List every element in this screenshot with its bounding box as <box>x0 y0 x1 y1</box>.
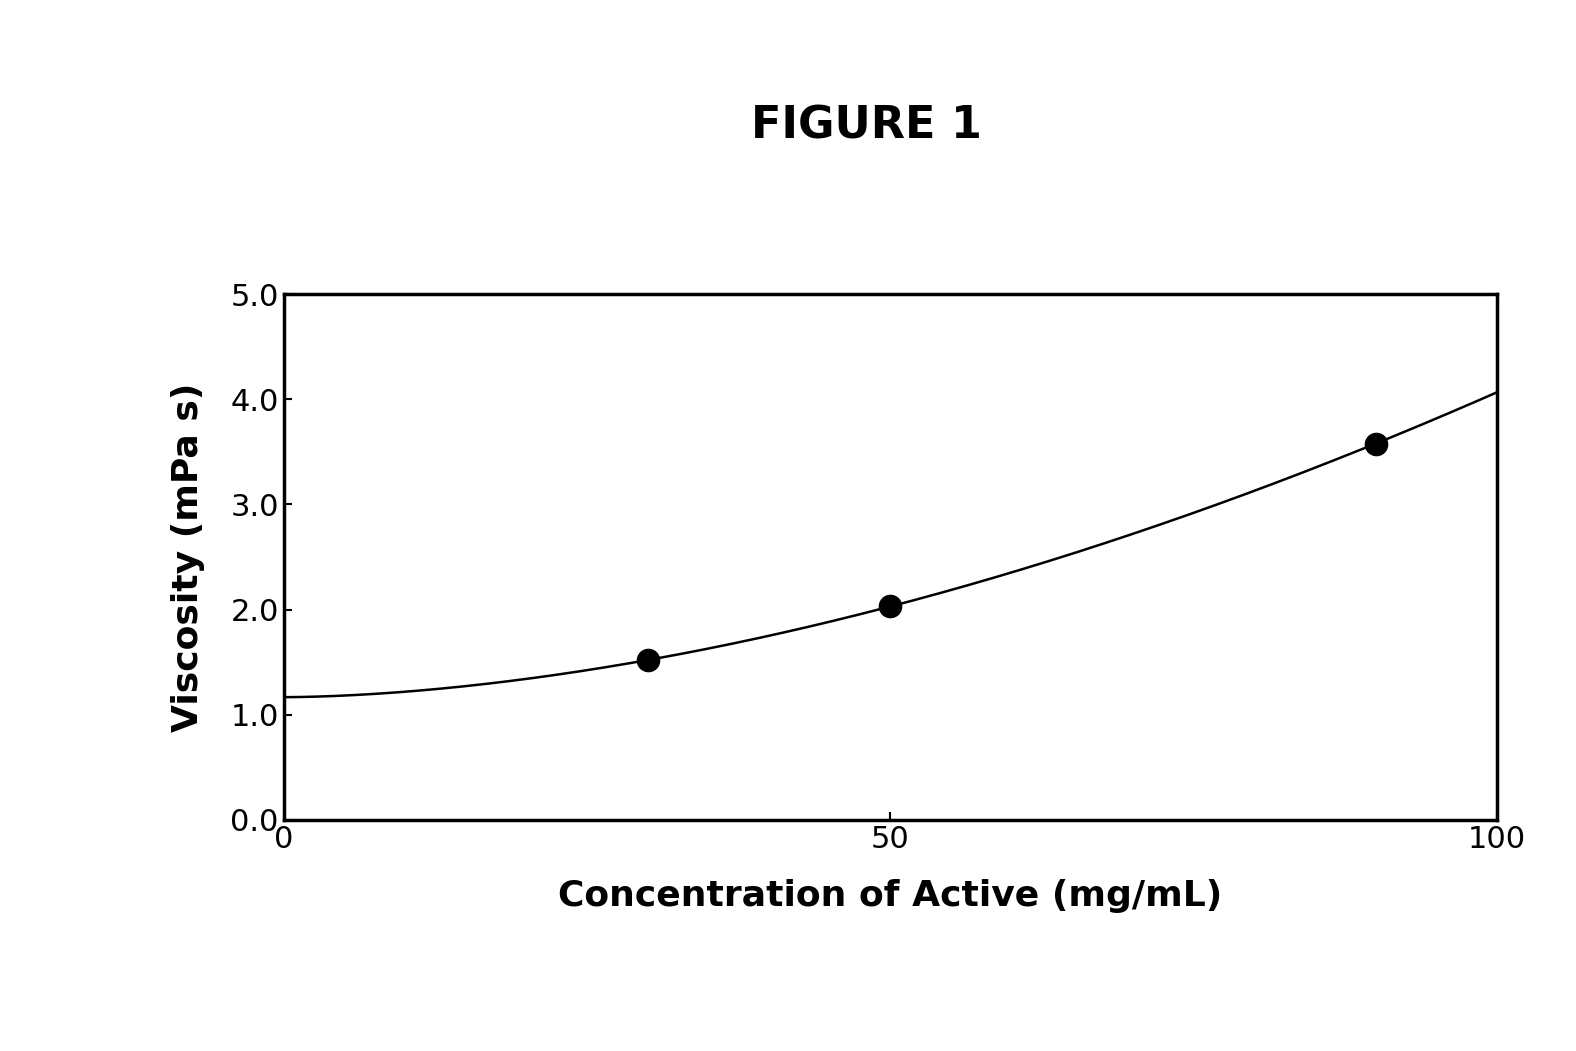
X-axis label: Concentration of Active (mg/mL): Concentration of Active (mg/mL) <box>558 879 1223 912</box>
Point <box>635 652 660 668</box>
Point <box>878 598 903 615</box>
Text: FIGURE 1: FIGURE 1 <box>752 105 982 147</box>
Point <box>1363 435 1388 452</box>
Y-axis label: Viscosity (mPa s): Viscosity (mPa s) <box>172 383 205 731</box>
